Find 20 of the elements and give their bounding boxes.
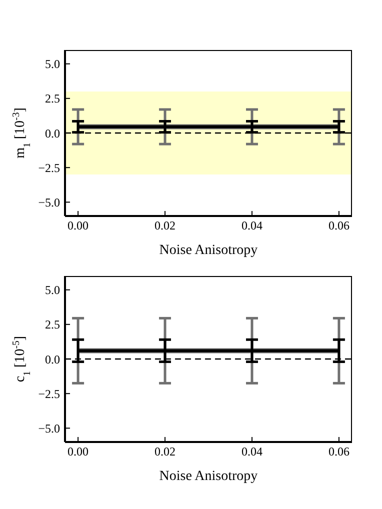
- x-axis-title: Noise Anisotropy: [159, 469, 258, 484]
- y-tick-label: 0.0: [45, 126, 60, 140]
- y-tick-label: 0.0: [45, 352, 60, 366]
- y-tick-label: −5.0: [38, 421, 60, 436]
- x-tick-label: 0.06: [328, 218, 350, 233]
- y-tick-label: 2.5: [45, 92, 60, 106]
- x-tick-label: 0.06: [328, 444, 350, 459]
- x-tick-label: 0.02: [154, 218, 176, 233]
- y-tick-label: 2.5: [45, 318, 60, 332]
- x-tick-label: 0.04: [241, 218, 262, 233]
- x-tick-label: 0.00: [68, 444, 89, 459]
- y-tick-label: 5.0: [45, 283, 60, 298]
- y-tick-label: −5.0: [38, 195, 60, 210]
- x-tick-label: 0.00: [68, 218, 89, 233]
- x-axis-title: Noise Anisotropy: [159, 243, 258, 258]
- x-tick-label: 0.04: [241, 444, 262, 459]
- y-tick-label: 5.0: [45, 57, 60, 72]
- x-tick-label: 0.02: [154, 444, 176, 459]
- y-tick-label: −2.5: [38, 160, 60, 175]
- y-tick-label: −2.5: [38, 386, 60, 401]
